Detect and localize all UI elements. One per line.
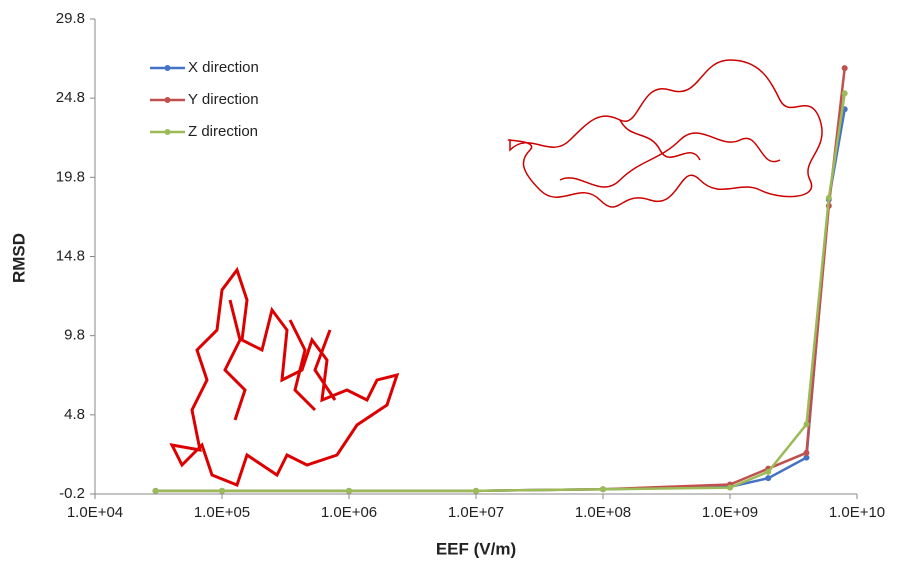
point <box>346 487 352 494</box>
x-axis-title: EEF (V/m) <box>436 539 516 558</box>
protein-illustration <box>169 266 400 487</box>
y-tick-label: 24.8 <box>56 89 85 106</box>
legend-label: X direction <box>188 59 259 76</box>
series-line <box>155 93 846 493</box>
point <box>803 421 810 428</box>
unfolded-protein-illustration <box>507 59 823 208</box>
y-tick-label: 29.8 <box>56 10 85 27</box>
x-tick-label: 1.0E+09 <box>702 504 758 521</box>
y-tick-label: 4.8 <box>64 406 85 423</box>
x-tick-label: 1.0E+06 <box>321 504 377 521</box>
x-tick-label: 1.0E+08 <box>575 504 631 521</box>
series-line <box>155 67 846 493</box>
point <box>803 454 810 461</box>
legend-marker <box>164 97 171 103</box>
point <box>825 194 832 201</box>
point <box>219 487 225 494</box>
y-axis-title: RMSD <box>9 233 28 283</box>
x-tick-label: 1.0E+04 <box>67 504 123 521</box>
point <box>727 484 733 491</box>
y-tick-label: 9.8 <box>64 327 85 344</box>
legend-label: Z direction <box>188 123 258 140</box>
point <box>600 486 606 493</box>
point <box>765 468 772 475</box>
y-tick-label: 14.8 <box>56 247 85 264</box>
y-tick-label: -0.2 <box>59 485 85 502</box>
series-line <box>155 109 846 493</box>
x-tick-label: 1.0E+07 <box>448 504 504 521</box>
point <box>803 449 810 456</box>
point <box>765 475 772 482</box>
point <box>473 487 479 494</box>
legend-marker <box>164 65 171 71</box>
point <box>841 65 848 72</box>
point <box>841 90 848 97</box>
y-tick-label: 19.8 <box>56 168 85 185</box>
x-tick-label: 1.0E+05 <box>194 504 250 521</box>
legend-label: Y direction <box>188 91 259 108</box>
point <box>152 487 159 494</box>
x-tick-label: 1.0E+10 <box>829 504 885 521</box>
legend-marker <box>164 129 171 135</box>
